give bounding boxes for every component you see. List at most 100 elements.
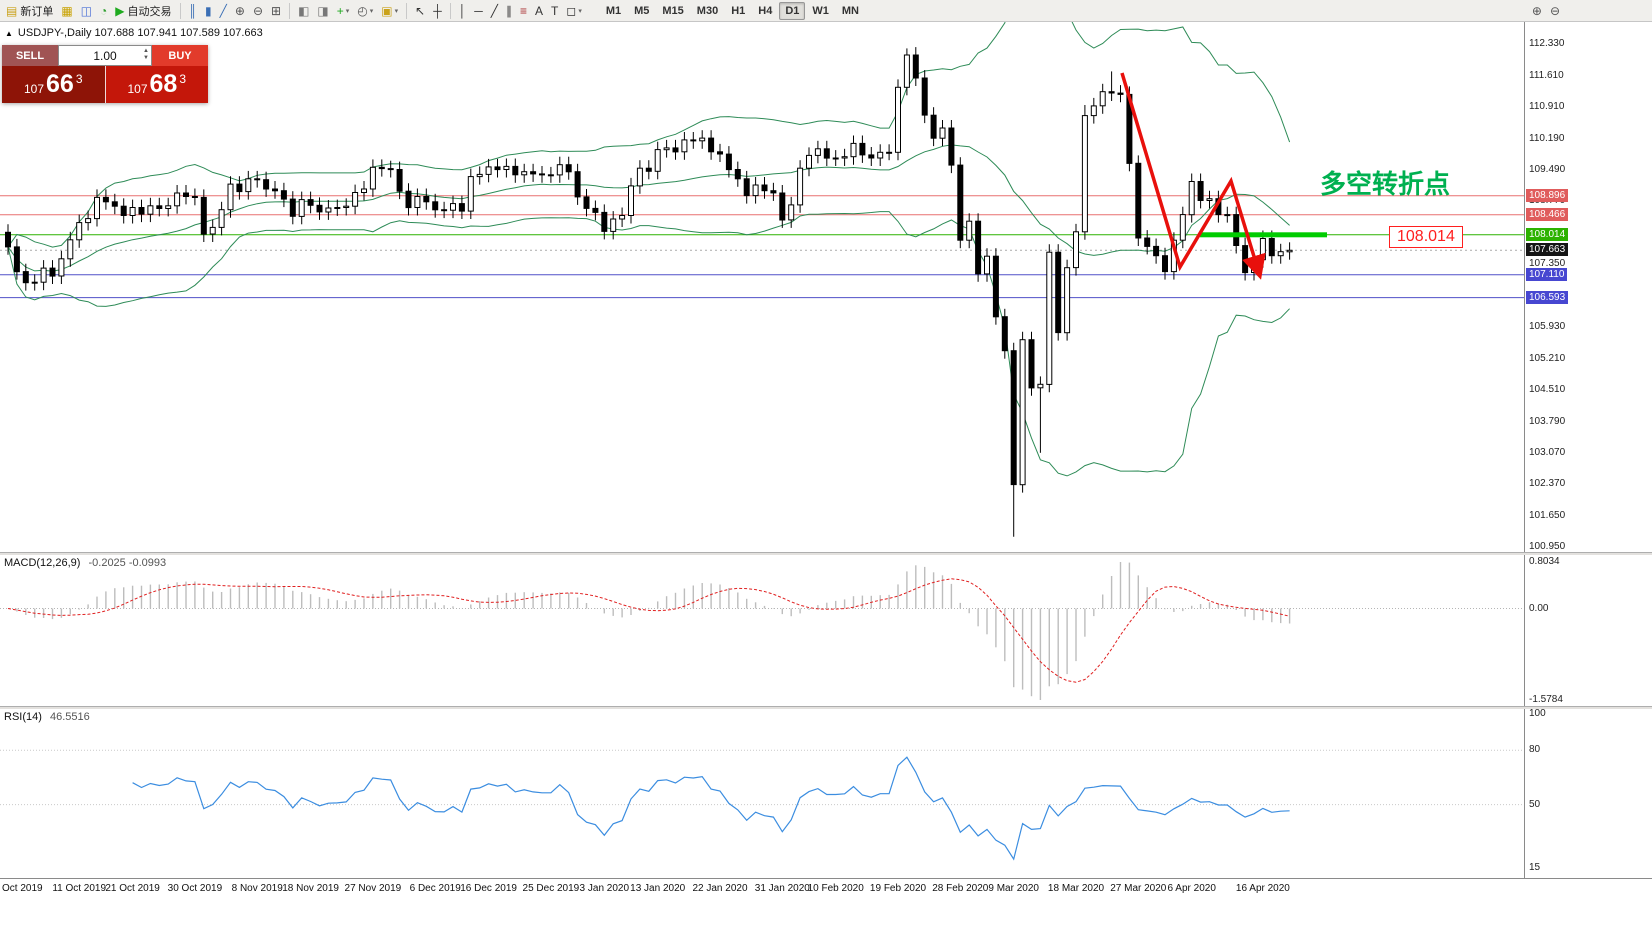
rsi-label: RSI(14) 46.5516 bbox=[4, 711, 90, 723]
cursor-button[interactable]: ↖ bbox=[412, 2, 428, 20]
time-axis-label: 6 Apr 2020 bbox=[1167, 883, 1216, 894]
sell-price-base: 107 bbox=[23, 82, 45, 96]
magnifier-zoom-out-button[interactable]: ⊖ bbox=[1547, 2, 1563, 20]
timeframe-h4-button[interactable]: H4 bbox=[758, 4, 773, 17]
buy-price-button[interactable]: 107 68 3 bbox=[104, 66, 208, 103]
rsi-canvas[interactable] bbox=[0, 709, 1524, 878]
time-axis-label: 28 Feb 2020 bbox=[932, 883, 989, 894]
time-axis: Oct 2019 11 Oct 2019 21 Oct 2019 30 Oct 201… bbox=[0, 878, 1652, 900]
navigator-button[interactable]: ◔ bbox=[97, 2, 110, 20]
price-axis-label: 105.930 bbox=[1529, 320, 1566, 332]
rsi-name: RSI(14) bbox=[4, 711, 42, 723]
timeframe-d1-button[interactable]: D1 bbox=[779, 1, 806, 20]
shapes-icon: ◻ bbox=[566, 3, 577, 18]
panel-splitter[interactable] bbox=[0, 552, 1652, 555]
time-axis-label: 10 Feb 2020 bbox=[807, 883, 864, 894]
price-axis-label: 103.790 bbox=[1529, 415, 1566, 427]
bar-chart-button[interactable]: ║ bbox=[186, 2, 201, 20]
timeframe-m15-button[interactable]: M15 bbox=[662, 4, 684, 17]
buy-price-sup: 3 bbox=[179, 72, 187, 86]
fibonacci-button[interactable]: ≡ bbox=[517, 2, 530, 20]
one-click-trading-panel: SELL 1.00 ▲ ▼ BUY 107 66 3 107 68 3 bbox=[2, 45, 208, 103]
price-axis-tag: 107.110 bbox=[1526, 267, 1568, 281]
new-chart-dropdown[interactable]: + ▾ bbox=[334, 2, 353, 20]
navigator-icon: ◔ bbox=[100, 3, 108, 18]
time-axis-label: 18 Mar 2020 bbox=[1047, 883, 1105, 894]
sell-button[interactable]: SELL bbox=[2, 45, 58, 66]
timeframe-m30-button[interactable]: M30 bbox=[696, 4, 719, 17]
zoom-out-icon: ⊖ bbox=[252, 3, 263, 18]
vertical-line-button[interactable]: │ bbox=[456, 2, 470, 20]
main-chart-canvas[interactable] bbox=[0, 22, 1524, 552]
period-icon: ◴ bbox=[357, 3, 368, 18]
new-order-button[interactable]: ▤ 新订单 bbox=[3, 2, 56, 20]
horizontal-line-button[interactable]: ─ bbox=[471, 2, 486, 20]
price-axis bbox=[1524, 22, 1652, 878]
dropdown-arrow-icon: ▾ bbox=[578, 7, 582, 15]
macd-label: MACD(12,26,9) -0.2025 -0.0993 bbox=[4, 557, 166, 569]
trendline-button[interactable]: ╱ bbox=[488, 2, 501, 20]
timeframe-w1-button[interactable]: W1 bbox=[812, 4, 829, 17]
zoom-in-icon: ⊕ bbox=[234, 3, 245, 18]
text-label-button[interactable]: T bbox=[548, 2, 561, 20]
text-label-icon: T bbox=[551, 3, 559, 18]
rsi-values: 46.5516 bbox=[49, 711, 90, 723]
channel-button[interactable]: ∥ bbox=[503, 2, 515, 20]
autotrading-button[interactable]: ▶ 自动交易 bbox=[112, 2, 174, 20]
crosshair-button[interactable]: ┼ bbox=[430, 2, 445, 20]
auto-scroll-button[interactable]: ◧ bbox=[295, 2, 312, 20]
annotation-text[interactable]: 多空转折点 bbox=[1320, 169, 1451, 199]
zoom-out-button[interactable]: ⊖ bbox=[250, 2, 266, 20]
autotrading-button-label: 自动交易 bbox=[127, 5, 172, 18]
sell-price-button[interactable]: 107 66 3 bbox=[2, 66, 105, 103]
candlestick-chart-button[interactable]: ▮ bbox=[202, 2, 215, 20]
horizontal-line-icon: ─ bbox=[474, 3, 483, 18]
timeframe-m1-button[interactable]: M1 bbox=[605, 4, 622, 17]
toolbar-separator bbox=[289, 2, 291, 19]
symbol-info-text: USDJPY-,Daily 107.688 107.941 107.589 10… bbox=[17, 27, 263, 39]
macd-name: MACD(12,26,9) bbox=[4, 557, 81, 569]
spin-up-icon[interactable]: ▲ bbox=[143, 48, 149, 54]
shapes-dropdown[interactable]: ◻ ▾ bbox=[563, 2, 584, 20]
line-chart-button[interactable]: ╱ bbox=[217, 2, 230, 20]
sell-price-sup: 3 bbox=[75, 72, 83, 86]
magnifier-zoom-in-icon: ⊕ bbox=[1531, 3, 1542, 18]
spin-down-icon[interactable]: ▼ bbox=[143, 55, 149, 61]
tile-windows-button[interactable]: ⊞ bbox=[268, 2, 284, 20]
sell-price-big: 66 bbox=[46, 70, 74, 98]
macd-canvas[interactable] bbox=[0, 555, 1524, 706]
tile-windows-icon: ⊞ bbox=[271, 3, 282, 18]
market-watch-button[interactable]: ▦ bbox=[58, 2, 75, 20]
chart-shift-button[interactable]: ◨ bbox=[314, 2, 331, 20]
time-axis-label: 9 Mar 2020 bbox=[988, 883, 1039, 894]
timeframe-mn-button[interactable]: MN bbox=[841, 4, 859, 17]
timeframe-h1-button[interactable]: H1 bbox=[731, 4, 746, 17]
time-axis-label: 13 Jan 2020 bbox=[630, 883, 686, 894]
text-button[interactable]: A bbox=[532, 2, 546, 20]
price-tag[interactable]: 108.014 bbox=[1389, 226, 1463, 248]
autotrading-icon: ▶ bbox=[115, 3, 125, 18]
rsi-axis-label: 100 bbox=[1529, 708, 1546, 719]
candlestick-chart-icon: ▮ bbox=[205, 3, 212, 18]
volume-spin-buttons[interactable]: ▲ ▼ bbox=[143, 48, 149, 62]
dropdown-arrow-icon: ▾ bbox=[394, 7, 399, 15]
magnifier-zoom-in-button[interactable]: ⊕ bbox=[1529, 2, 1545, 20]
time-axis-label: 27 Mar 2020 bbox=[1110, 883, 1167, 894]
chart-shift-icon: ◨ bbox=[317, 3, 329, 18]
zoom-in-button[interactable]: ⊕ bbox=[232, 2, 248, 20]
panel-splitter[interactable] bbox=[0, 706, 1652, 709]
time-axis-label: 16 Apr 2020 bbox=[1235, 883, 1290, 894]
volume-value: 1.00 bbox=[93, 48, 117, 63]
buy-button[interactable]: BUY bbox=[152, 45, 208, 66]
time-axis-label: 8 Nov 2019 bbox=[231, 883, 283, 894]
time-axis-label: 21 Oct 2019 bbox=[105, 883, 160, 894]
template-dropdown[interactable]: ▣ ▾ bbox=[378, 2, 401, 20]
time-axis-label: 3 Jan 2020 bbox=[579, 883, 630, 894]
data-window-button[interactable]: ◫ bbox=[78, 2, 95, 20]
time-axis-label: 30 Oct 2019 bbox=[167, 883, 223, 894]
period-dropdown[interactable]: ◴ ▾ bbox=[354, 2, 376, 20]
time-axis-label: 18 Nov 2019 bbox=[282, 883, 339, 894]
price-axis-tag: 108.014 bbox=[1526, 227, 1569, 241]
volume-spinner[interactable]: 1.00 ▲ ▼ bbox=[58, 45, 152, 66]
timeframe-m5-button[interactable]: M5 bbox=[634, 4, 650, 17]
